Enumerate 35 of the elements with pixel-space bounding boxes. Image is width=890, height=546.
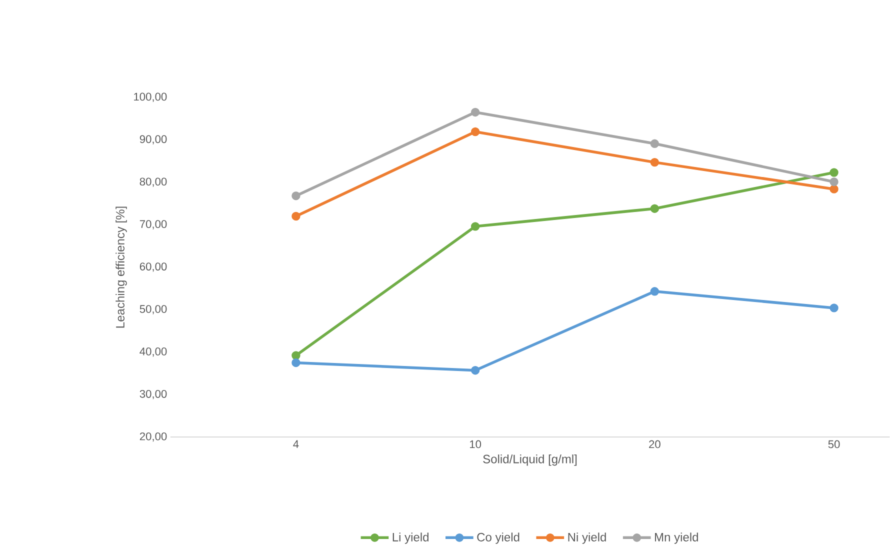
- point: [292, 191, 300, 200]
- y-tick-label: 20,00: [140, 432, 167, 442]
- y-tick-label: 80,00: [140, 177, 167, 187]
- legend-label: Mn yield: [655, 532, 698, 544]
- point: [292, 212, 300, 220]
- y-axis-title: Leaching efficiency [%]: [116, 206, 127, 328]
- y-tick-label: 30,00: [140, 390, 167, 399]
- x-axis-title: Solid/Liquid [g/ml]: [483, 454, 577, 466]
- point: [292, 358, 300, 367]
- y-tick-label: 50,00: [140, 304, 167, 314]
- y-tick-label: 60,00: [140, 262, 167, 272]
- point: [470, 127, 480, 136]
- point: [830, 303, 838, 312]
- legend-label: Ni yield: [568, 532, 606, 544]
- point: [650, 158, 660, 166]
- point: [830, 184, 838, 194]
- x-tick-label: 50: [828, 440, 840, 448]
- legend-label: Li yield: [392, 532, 428, 544]
- point: [292, 350, 300, 360]
- x-tick-label: 10: [470, 440, 482, 448]
- x-tick-label: 4: [293, 440, 299, 448]
- point: [470, 222, 480, 231]
- y-tick-label: 90,00: [140, 135, 167, 144]
- point: [650, 286, 660, 296]
- point: [470, 108, 480, 116]
- y-tick-label: 40,00: [140, 347, 167, 356]
- point: [650, 139, 660, 148]
- y-tick-label: 70,00: [140, 220, 167, 230]
- y-tick-label: 100,00: [134, 92, 167, 102]
- point: [830, 177, 838, 186]
- point: [650, 204, 660, 213]
- point: [470, 366, 480, 375]
- x-tick-label: 20: [649, 440, 660, 448]
- legend-label: Co yield: [477, 532, 520, 544]
- point: [830, 168, 838, 177]
